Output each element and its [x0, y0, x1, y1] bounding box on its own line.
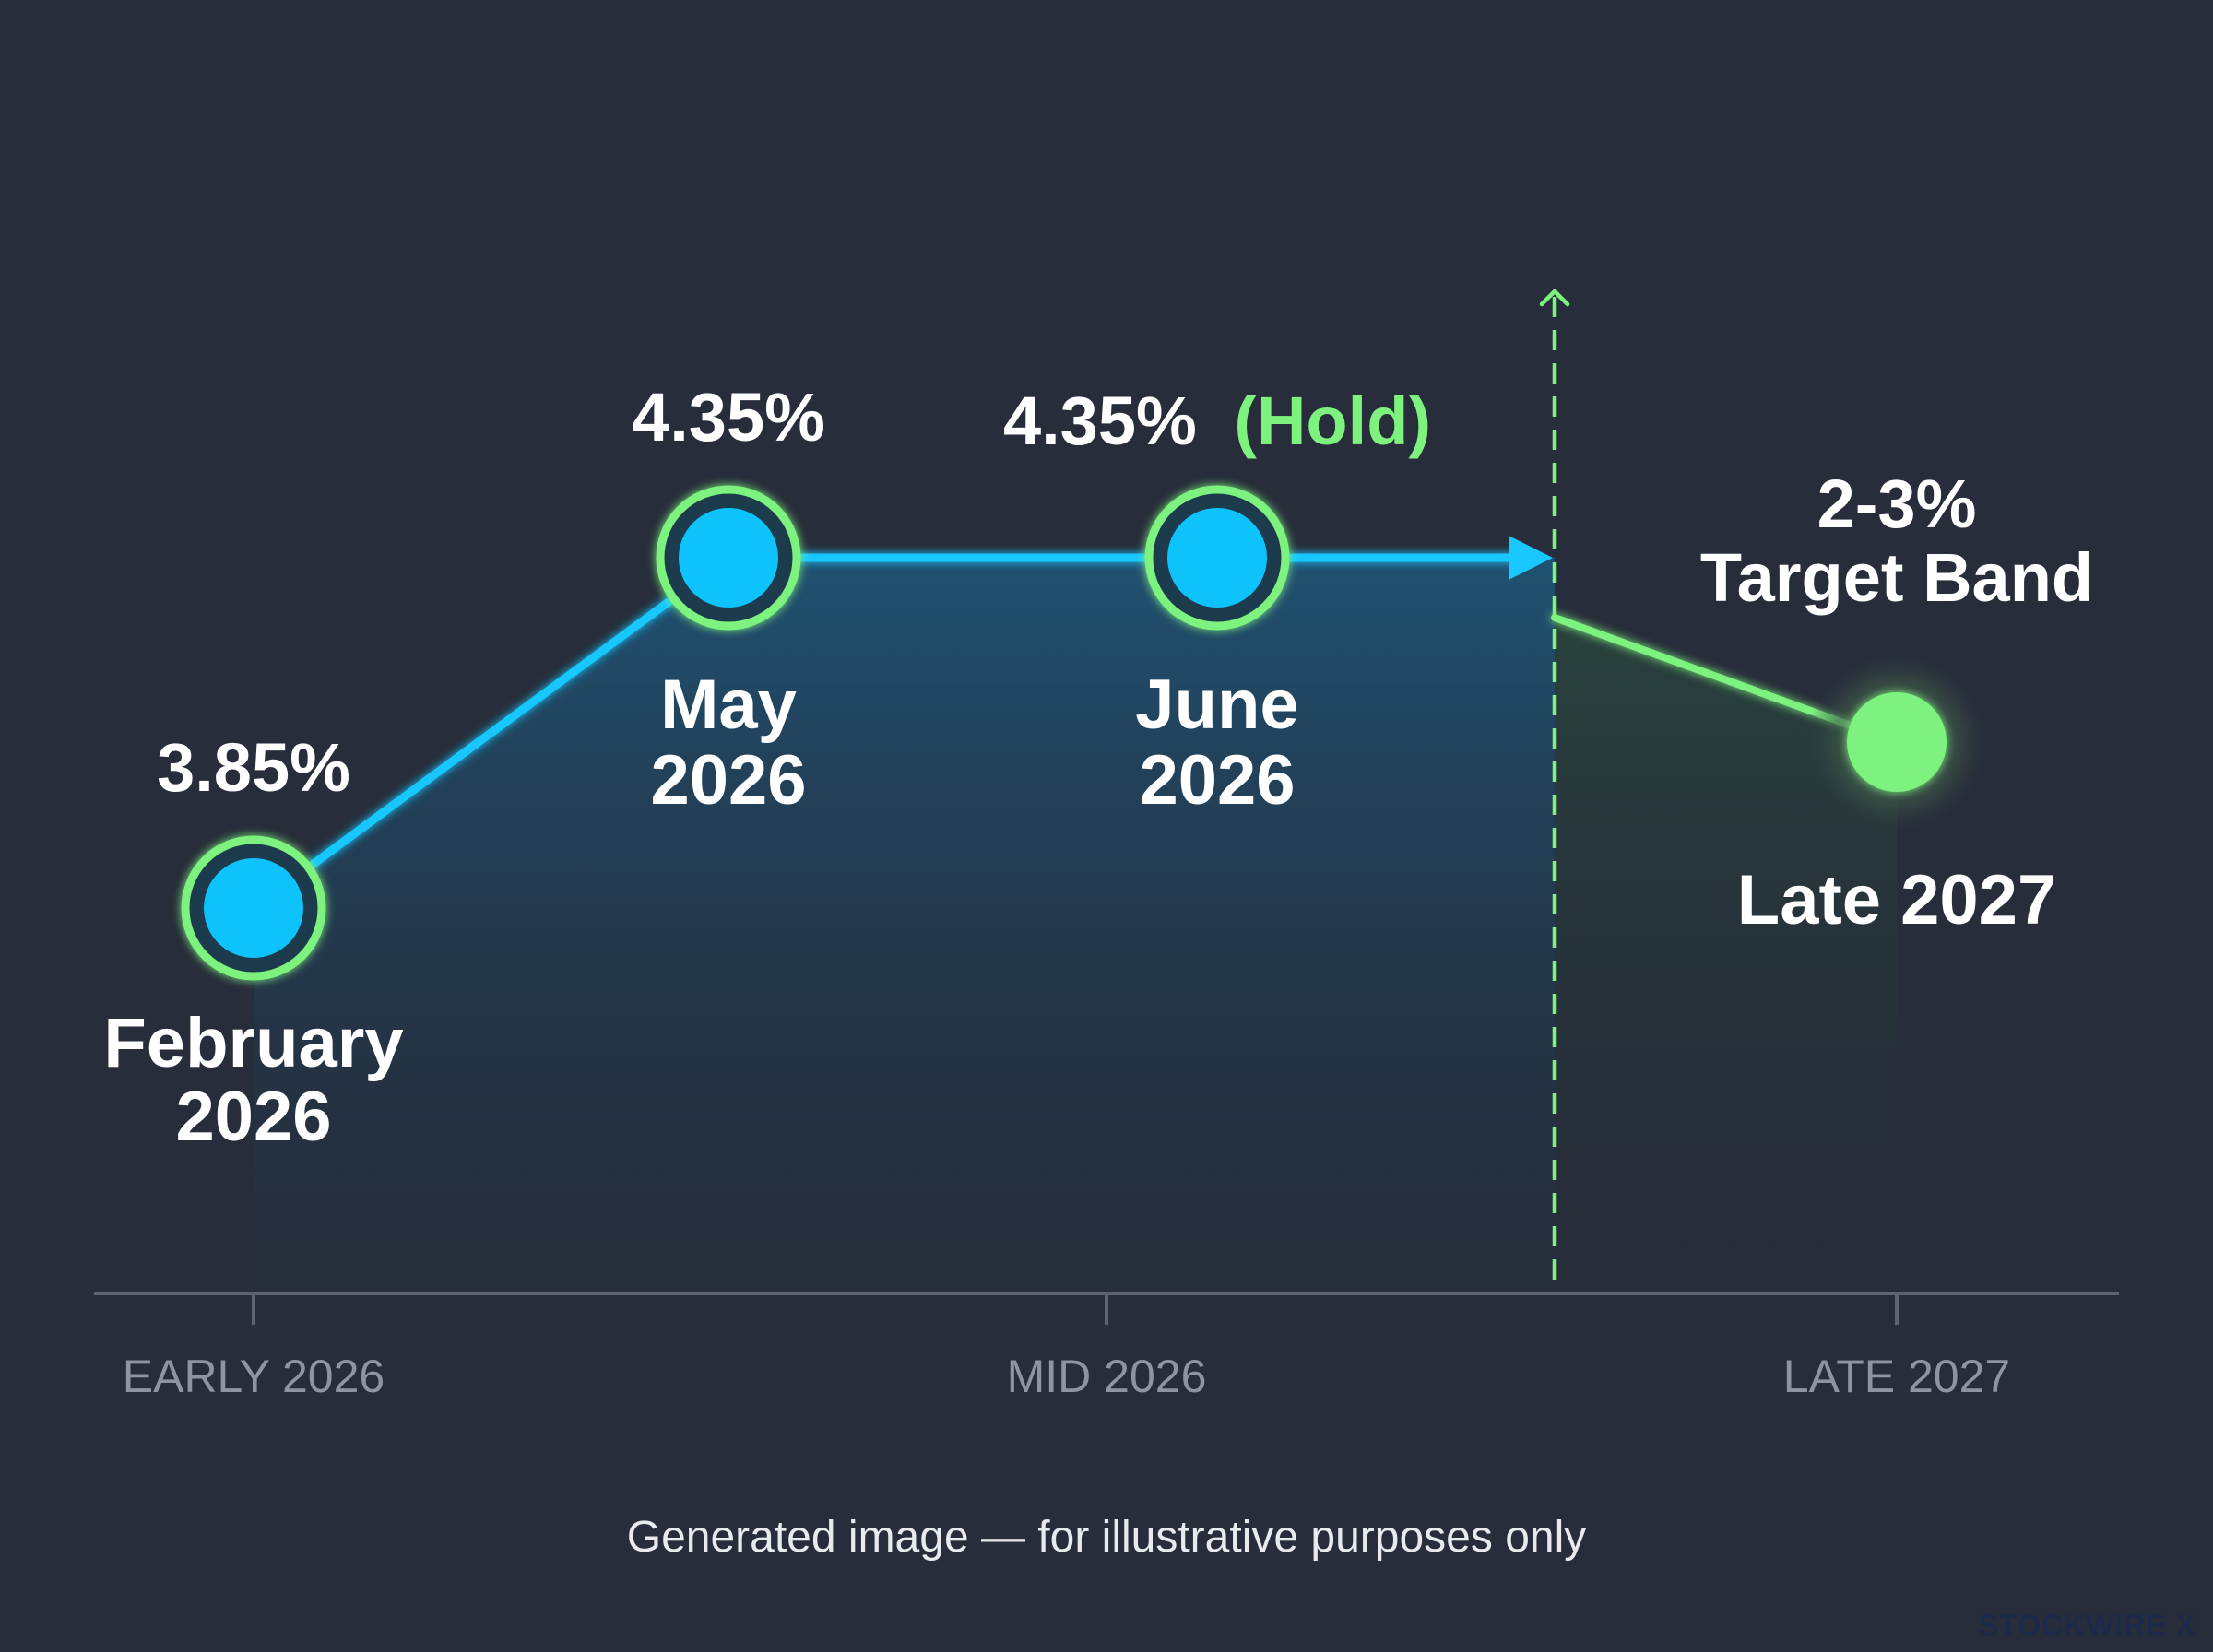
- target-band-label: Target Band: [1700, 539, 2093, 616]
- point-label-may: May: [660, 666, 797, 744]
- value-label-february: 3.85%: [157, 729, 350, 806]
- value-label-may: 4.35%: [632, 379, 825, 455]
- x-tick-label: LATE 2027: [1783, 1351, 2010, 1402]
- point-label-february: February: [103, 1004, 403, 1082]
- actual-series-line: [251, 553, 1518, 912]
- x-tick-label: EARLY 2026: [123, 1351, 385, 1402]
- target-point-label: Late 2027: [1737, 861, 2056, 939]
- x-tick-label: MID 2026: [1007, 1351, 1207, 1402]
- value-label-june-note: (Hold): [1234, 383, 1431, 459]
- hold-arrowhead-icon: [1509, 536, 1553, 580]
- point-label-february-year: 2026: [175, 1078, 331, 1156]
- brand-logo: STOCKWIRE X: [1978, 1609, 2196, 1642]
- value-label-june-rate: 4.35%: [1003, 383, 1197, 459]
- actual-area-fill: [254, 558, 1555, 1291]
- point-label-june: June: [1135, 666, 1298, 744]
- target-area-fill: [1555, 618, 1897, 1291]
- value-label-june: 4.35% (Hold): [1003, 383, 1431, 459]
- point-label-may-year: 2026: [650, 741, 806, 820]
- target-value-label: 2-3%: [1817, 466, 1977, 542]
- footnote: Generated image — for illustrative purpo…: [626, 1513, 1587, 1562]
- point-label-june-year: 2026: [1139, 741, 1295, 820]
- target-point-marker: [1847, 692, 1947, 792]
- data-point-core: [1167, 508, 1267, 608]
- data-point-core: [204, 858, 303, 958]
- data-point-core: [679, 508, 778, 608]
- forecast-divider-arrow-icon: [1539, 289, 1570, 307]
